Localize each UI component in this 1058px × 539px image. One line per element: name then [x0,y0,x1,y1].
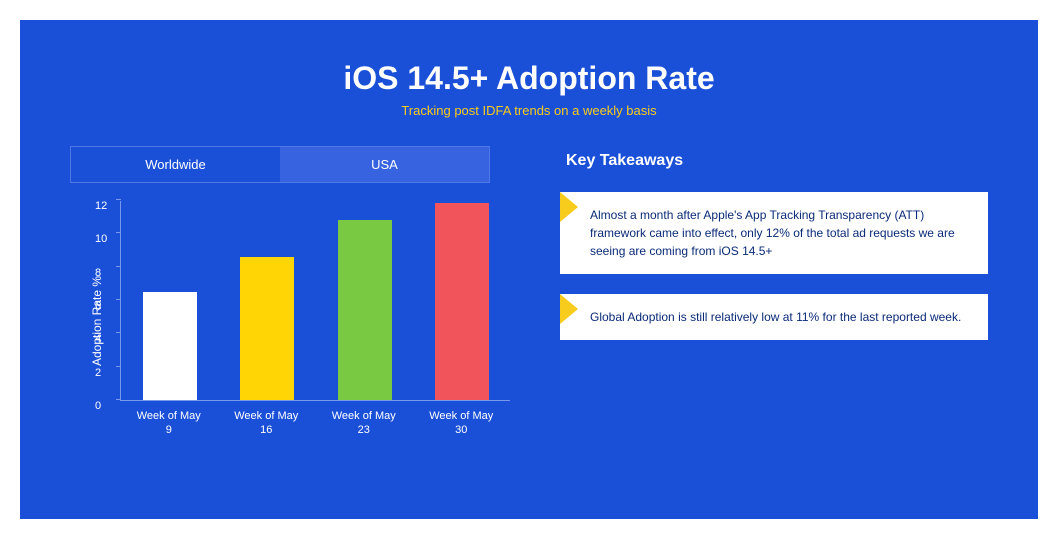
takeaway-card: Global Adoption is still relatively low … [560,294,988,340]
y-tick: 2 [95,367,101,379]
takeaways-column: Key Takeaways Almost a month after Apple… [560,146,988,441]
bar [338,220,392,400]
chevron-right-icon [560,192,578,222]
bar [143,292,197,400]
adoption-bar-chart: Adoption Rate % 024681012 Week of May9We… [70,201,510,441]
content-row: Worldwide USA Adoption Rate % 024681012 … [70,146,988,441]
takeaway-cards: Almost a month after Apple's App Trackin… [560,192,988,340]
takeaway-text: Almost a month after Apple's App Trackin… [590,206,972,260]
y-tick: 10 [95,233,107,245]
tab-usa[interactable]: USA [280,147,489,182]
takeaways-title: Key Takeaways [566,152,988,170]
bar [240,257,294,400]
x-tick-label: Week of May9 [120,405,218,441]
x-tick-label: Week of May16 [218,405,316,441]
bar [435,203,489,400]
takeaway-card: Almost a month after Apple's App Trackin… [560,192,988,274]
x-axis-labels: Week of May9Week of May16Week of May23We… [120,405,510,441]
y-axis-label: Adoption Rate % [90,276,104,366]
y-tick: 8 [95,267,101,279]
chevron-right-icon [560,294,578,324]
tab-worldwide[interactable]: Worldwide [71,147,280,182]
y-tick: 4 [95,333,101,345]
takeaway-text: Global Adoption is still relatively low … [590,308,972,326]
region-tabs: Worldwide USA [70,146,490,183]
y-tick: 12 [95,200,107,212]
x-tick-label: Week of May30 [413,405,511,441]
plot-area: 024681012 [120,201,510,401]
y-tick: 6 [95,300,101,312]
chart-column: Worldwide USA Adoption Rate % 024681012 … [70,146,510,441]
x-tick-label: Week of May23 [315,405,413,441]
page-subtitle: Tracking post IDFA trends on a weekly ba… [70,103,988,118]
y-tick: 0 [95,400,101,412]
infographic-panel: iOS 14.5+ Adoption Rate Tracking post ID… [20,20,1038,519]
page-title: iOS 14.5+ Adoption Rate [70,60,988,97]
